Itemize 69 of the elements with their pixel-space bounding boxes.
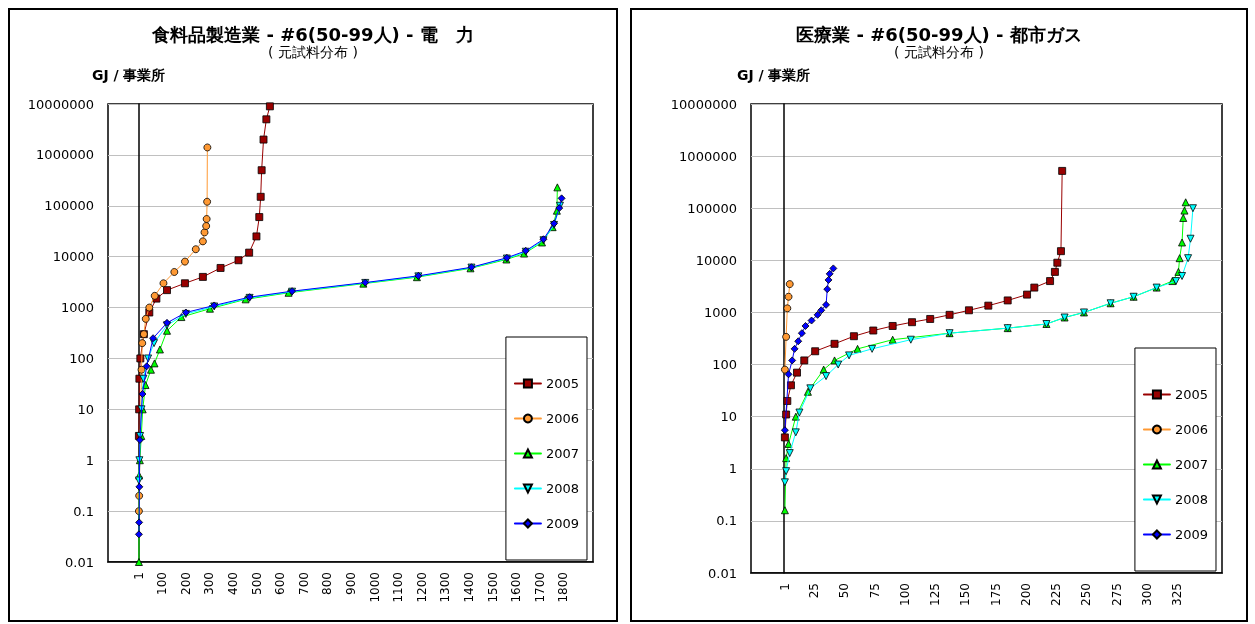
y-tick-label: 0.1 — [716, 513, 737, 529]
x-tick-label: 325 — [1170, 583, 1185, 606]
x-tick-label: 50 — [837, 583, 852, 599]
y-tick-label: 1000000 — [36, 147, 94, 163]
x-tick-label: 400 — [226, 572, 241, 595]
y-axis-title: GJ / 事業所 — [736, 67, 811, 83]
x-tick-label: 900 — [344, 572, 359, 595]
x-tick-label: 1200 — [414, 572, 429, 603]
legend-label: 2007 — [1174, 457, 1209, 472]
x-tick-label: 250 — [1079, 583, 1094, 606]
y-tick-label: 10 — [720, 409, 737, 425]
x-tick-label: 1400 — [462, 572, 477, 603]
y-tick-label: 100 — [712, 357, 737, 373]
x-tick-label: 1300 — [438, 572, 453, 603]
x-tick-label: 75 — [867, 583, 882, 599]
y-tick-label: 1 — [85, 452, 94, 468]
y-tick-label: 10000000 — [27, 96, 94, 112]
legend-label: 2009 — [1174, 527, 1209, 542]
y-tick-label: 0.01 — [65, 554, 94, 570]
legend-label: 2005 — [1174, 387, 1209, 402]
x-tick-label: 1700 — [532, 572, 547, 603]
legend-label: 2006 — [1174, 422, 1209, 437]
y-axis-title: GJ / 事業所 — [91, 67, 166, 83]
x-tick-label: 200 — [178, 572, 193, 595]
y-tick-label: 1000 — [60, 300, 94, 316]
legend-label: 2006 — [545, 411, 580, 426]
x-tick-label: 275 — [1109, 583, 1124, 606]
y-tick-label: 1000 — [703, 304, 737, 320]
y-tick-label: 10000 — [695, 252, 737, 268]
x-tick-label: 100 — [155, 572, 170, 595]
x-tick-label: 150 — [958, 583, 973, 606]
x-tick-label: 1 — [131, 572, 146, 580]
chart-subtitle: ( 元試料分布 ) — [894, 44, 984, 60]
y-tick-label: 10000 — [52, 249, 94, 265]
x-tick-label: 1600 — [509, 572, 524, 603]
x-tick-label: 300 — [202, 572, 217, 595]
legend-label: 2008 — [1174, 492, 1209, 507]
chart-title: 医療業 - #6(50-99人) - 都市ガス — [796, 23, 1082, 45]
x-tick-label: 25 — [806, 583, 821, 599]
x-tick-label: 800 — [320, 572, 335, 595]
y-tick-label: 100 — [69, 350, 94, 366]
x-tick-label: 1800 — [556, 572, 571, 603]
y-tick-label: 1000000 — [679, 148, 737, 164]
x-tick-label: 1000 — [367, 572, 382, 603]
legend-label: 2009 — [545, 516, 580, 531]
y-tick-label: 10000000 — [670, 96, 737, 112]
y-tick-label: 1 — [728, 461, 737, 477]
x-tick-label: 300 — [1139, 583, 1154, 606]
y-tick-label: 100000 — [687, 200, 737, 216]
x-tick-label: 1500 — [485, 572, 500, 603]
x-tick-label: 225 — [1049, 583, 1064, 606]
legend-label: 2008 — [545, 481, 580, 496]
legend-label: 2007 — [545, 446, 580, 461]
x-tick-label: 1100 — [391, 572, 406, 603]
x-tick-label: 700 — [296, 572, 311, 595]
x-tick-label: 125 — [928, 583, 943, 606]
x-tick-label: 175 — [988, 583, 1003, 606]
x-tick-label: 100 — [897, 583, 912, 606]
chart-title: 食料品製造業 - #6(50-99人) - 電 力 — [151, 23, 474, 45]
y-tick-label: 0.1 — [73, 503, 94, 519]
y-tick-label: 0.01 — [708, 565, 737, 581]
x-tick-label: 1 — [777, 583, 792, 591]
x-tick-label: 500 — [249, 572, 264, 595]
x-tick-label: 200 — [1018, 583, 1033, 606]
y-tick-label: 100000 — [44, 198, 94, 214]
chart-subtitle: ( 元試料分布 ) — [268, 44, 358, 60]
x-tick-label: 600 — [273, 572, 288, 595]
y-tick-label: 10 — [77, 401, 94, 417]
legend-label: 2005 — [545, 376, 580, 391]
